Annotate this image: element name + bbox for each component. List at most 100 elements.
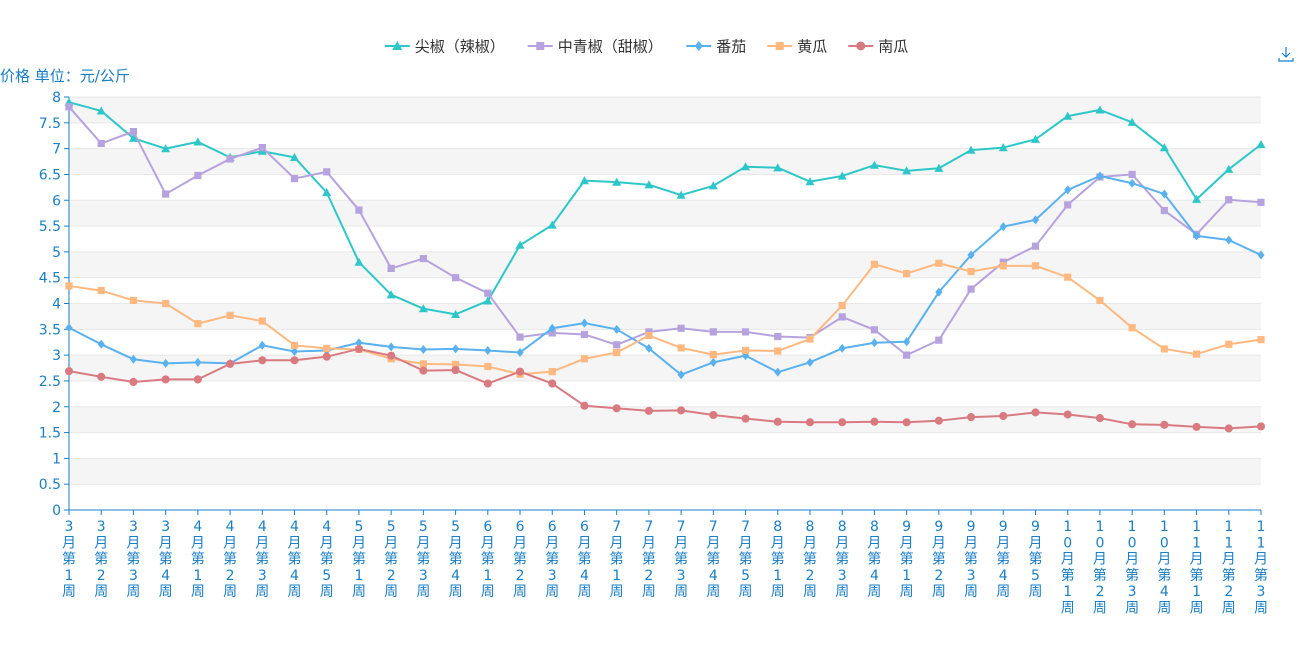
- data-point[interactable]: [65, 103, 73, 111]
- data-point[interactable]: [290, 341, 299, 349]
- data-point[interactable]: [644, 406, 653, 415]
- data-point[interactable]: [774, 367, 782, 377]
- data-point[interactable]: [258, 356, 267, 365]
- data-point[interactable]: [290, 152, 300, 162]
- series-5[interactable]: [64, 344, 1266, 433]
- data-point[interactable]: [999, 258, 1007, 266]
- data-point[interactable]: [1031, 242, 1040, 250]
- data-point[interactable]: [1095, 105, 1105, 114]
- data-point[interactable]: [870, 326, 879, 334]
- data-point[interactable]: [226, 359, 235, 368]
- data-point[interactable]: [774, 332, 782, 341]
- data-point[interactable]: [1192, 350, 1201, 358]
- data-point[interactable]: [451, 274, 460, 282]
- series-2[interactable]: [65, 103, 1265, 359]
- data-point[interactable]: [967, 285, 975, 293]
- data-point[interactable]: [1224, 164, 1234, 173]
- data-point[interactable]: [870, 338, 879, 348]
- data-point[interactable]: [97, 339, 105, 349]
- data-point[interactable]: [483, 379, 492, 388]
- data-point[interactable]: [65, 323, 73, 333]
- data-point[interactable]: [998, 143, 1008, 152]
- data-point[interactable]: [226, 311, 234, 319]
- data-point[interactable]: [1160, 206, 1168, 215]
- data-point[interactable]: [451, 309, 461, 318]
- data-point[interactable]: [773, 163, 783, 172]
- data-point[interactable]: [805, 418, 815, 427]
- data-point[interactable]: [838, 343, 846, 353]
- legend-item-3[interactable]: 番茄: [686, 38, 746, 56]
- data-point[interactable]: [483, 296, 493, 305]
- data-point[interactable]: [935, 336, 943, 344]
- data-point[interactable]: [1257, 250, 1265, 260]
- data-point[interactable]: [741, 346, 750, 355]
- data-point[interactable]: [128, 133, 138, 142]
- data-point[interactable]: [194, 171, 202, 180]
- data-point[interactable]: [1224, 424, 1233, 433]
- data-point[interactable]: [355, 338, 363, 348]
- data-point[interactable]: [709, 410, 718, 420]
- data-point[interactable]: [645, 331, 653, 340]
- data-point[interactable]: [677, 324, 685, 332]
- data-point[interactable]: [967, 250, 975, 260]
- data-point[interactable]: [934, 416, 943, 425]
- data-point[interactable]: [354, 257, 364, 266]
- data-point[interactable]: [934, 163, 944, 172]
- data-point[interactable]: [64, 367, 74, 376]
- data-point[interactable]: [869, 160, 879, 169]
- data-point[interactable]: [484, 289, 492, 297]
- data-point[interactable]: [612, 177, 622, 186]
- data-point[interactable]: [129, 354, 138, 364]
- data-point[interactable]: [1128, 324, 1136, 332]
- data-point[interactable]: [97, 139, 105, 148]
- data-point[interactable]: [613, 324, 621, 334]
- data-point[interactable]: [162, 190, 170, 198]
- data-point[interactable]: [1192, 194, 1202, 203]
- data-point[interactable]: [97, 286, 105, 295]
- data-point[interactable]: [129, 127, 138, 136]
- data-point[interactable]: [548, 323, 556, 333]
- data-point[interactable]: [1063, 111, 1073, 120]
- data-point[interactable]: [354, 344, 363, 353]
- data-point[interactable]: [999, 222, 1007, 232]
- data-point[interactable]: [387, 342, 395, 352]
- data-point[interactable]: [612, 404, 621, 413]
- data-point[interactable]: [419, 366, 428, 375]
- data-point[interactable]: [806, 335, 814, 343]
- data-point[interactable]: [355, 206, 363, 214]
- data-point[interactable]: [677, 370, 685, 380]
- data-point[interactable]: [709, 328, 717, 336]
- data-point[interactable]: [548, 379, 557, 388]
- data-point[interactable]: [999, 411, 1008, 421]
- data-point[interactable]: [419, 344, 427, 354]
- data-point[interactable]: [935, 259, 943, 267]
- data-point[interactable]: [484, 345, 492, 355]
- data-point[interactable]: [903, 337, 911, 347]
- data-point[interactable]: [322, 352, 331, 361]
- data-point[interactable]: [548, 329, 556, 337]
- data-point[interactable]: [741, 414, 750, 423]
- data-point[interactable]: [903, 351, 911, 359]
- data-point[interactable]: [1096, 171, 1104, 181]
- legend-item-2[interactable]: 中青椒（甜椒）: [527, 38, 663, 56]
- data-point[interactable]: [129, 296, 138, 305]
- data-point[interactable]: [837, 171, 847, 180]
- data-point[interactable]: [451, 360, 460, 369]
- data-point[interactable]: [193, 375, 202, 384]
- data-point[interactable]: [903, 269, 911, 278]
- data-point[interactable]: [645, 328, 653, 336]
- data-point[interactable]: [1031, 262, 1040, 270]
- data-point[interactable]: [1063, 410, 1072, 419]
- data-point[interactable]: [677, 406, 686, 415]
- data-point[interactable]: [194, 357, 202, 367]
- data-point[interactable]: [1192, 231, 1201, 241]
- data-point[interactable]: [65, 282, 73, 290]
- data-point[interactable]: [322, 188, 332, 197]
- data-point[interactable]: [709, 357, 717, 367]
- data-point[interactable]: [870, 417, 879, 426]
- data-point[interactable]: [741, 162, 751, 171]
- data-point[interactable]: [386, 290, 396, 299]
- data-point[interactable]: [1128, 170, 1136, 179]
- data-point[interactable]: [161, 144, 171, 153]
- data-point[interactable]: [1160, 345, 1168, 353]
